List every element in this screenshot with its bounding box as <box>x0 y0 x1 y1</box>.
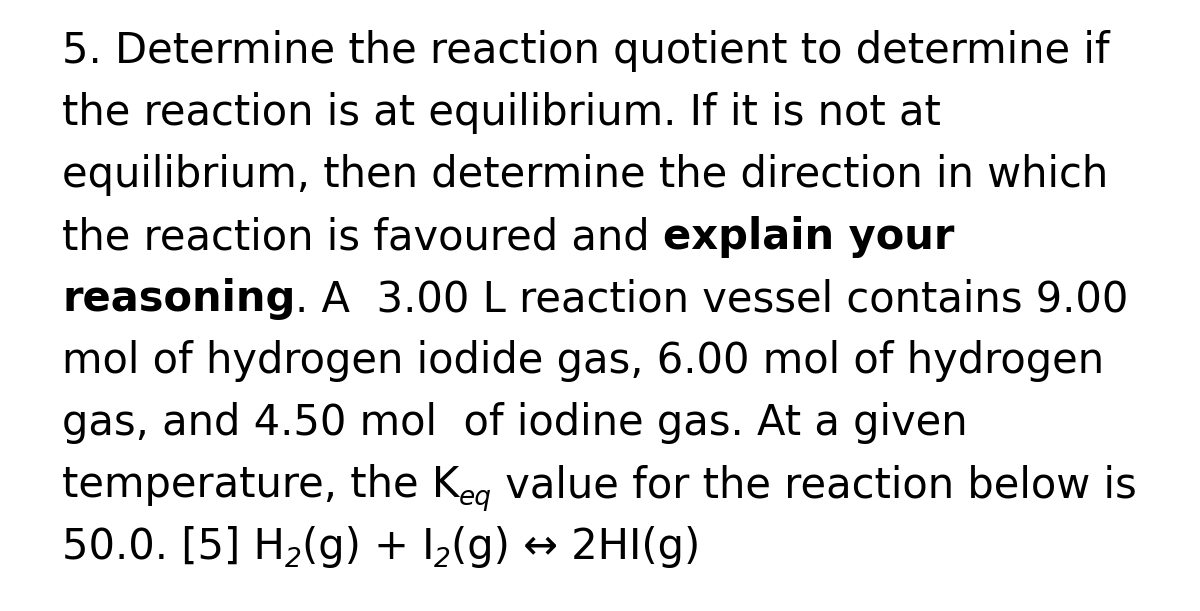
Text: (g) + I: (g) + I <box>301 526 434 568</box>
Text: reasoning: reasoning <box>62 278 295 320</box>
Text: explain your: explain your <box>662 216 954 258</box>
Text: 2: 2 <box>434 547 451 573</box>
Text: the reaction is favoured and: the reaction is favoured and <box>62 216 662 258</box>
Text: (g) ↔ 2HI(g): (g) ↔ 2HI(g) <box>451 526 700 568</box>
Text: equilibrium, then determine the direction in which: equilibrium, then determine the directio… <box>62 154 1109 196</box>
Text: 2: 2 <box>284 547 301 573</box>
Text: the reaction is at equilibrium. If it is not at: the reaction is at equilibrium. If it is… <box>62 92 941 134</box>
Text: mol of hydrogen iodide gas, 6.00 mol of hydrogen: mol of hydrogen iodide gas, 6.00 mol of … <box>62 340 1104 382</box>
Text: . A  3.00 L reaction vessel contains 9.00: . A 3.00 L reaction vessel contains 9.00 <box>295 278 1129 320</box>
Text: gas, and 4.50 mol  of iodine gas. At a given: gas, and 4.50 mol of iodine gas. At a gi… <box>62 402 967 444</box>
Text: eq: eq <box>460 485 492 511</box>
Text: value for the reaction below is: value for the reaction below is <box>492 464 1138 506</box>
Text: temperature, the K: temperature, the K <box>62 464 460 506</box>
Text: 5. Determine the reaction quotient to determine if: 5. Determine the reaction quotient to de… <box>62 30 1110 72</box>
Text: 50.0. [5] H: 50.0. [5] H <box>62 526 284 568</box>
